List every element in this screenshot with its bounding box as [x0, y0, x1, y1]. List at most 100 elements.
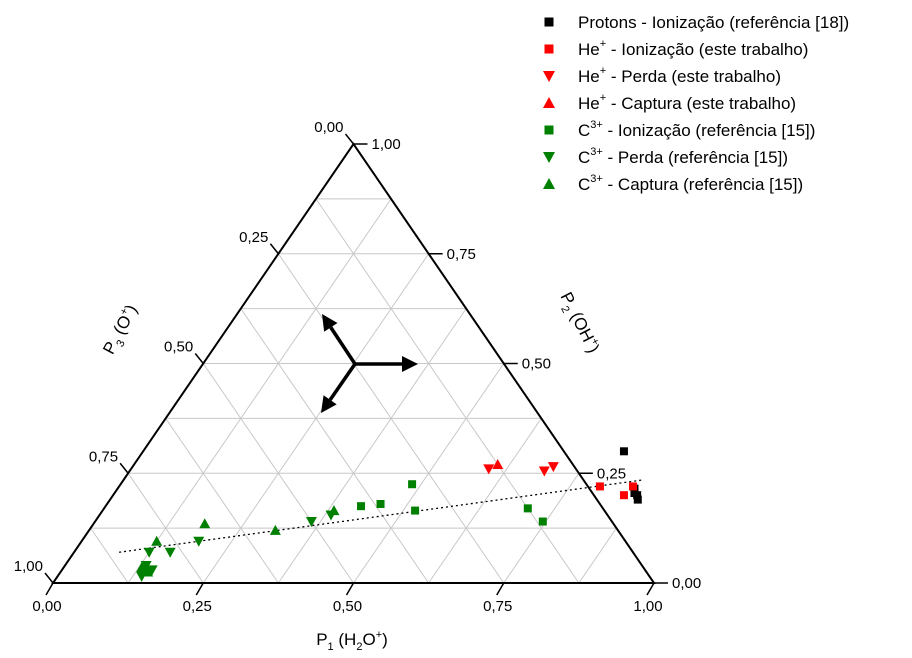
legend-entry: He+ - Captura (este trabalho)	[543, 92, 796, 113]
legend-label: He+ - Perda (este trabalho)	[578, 65, 781, 86]
data-point-s5-6	[305, 517, 317, 528]
data-point-s5-5	[193, 536, 205, 547]
tick-mark-p1	[646, 582, 655, 596]
legend-marker	[543, 178, 555, 189]
data-point-s6-4	[269, 524, 281, 535]
legend-marker	[544, 44, 554, 54]
axis-title-p2: P2 (OH+)	[553, 289, 604, 358]
svg-text:P3 (O+): P3 (O+)	[98, 301, 144, 359]
axis-title-p1: P1 (H2O+)	[316, 629, 388, 653]
legend-entry: He+ - Ionização (este trabalho)	[544, 38, 808, 59]
tick-mark-p3	[269, 243, 279, 255]
grid-line	[277, 308, 467, 584]
trend-line-layer	[119, 479, 644, 553]
data-point-s5-1	[140, 560, 152, 571]
tick-mark-p1	[496, 582, 505, 596]
data-point-s2-2	[547, 462, 559, 473]
data-point-s2-1	[538, 466, 550, 477]
tick-label-p1: 1,00	[633, 598, 662, 615]
tick-labels: 0,00 0,25 0,50 0,75 1,00 0,00 0,25 0,50 0,75 1,00…	[14, 119, 701, 615]
tick-mark-p3	[344, 133, 355, 145]
legend: Protons - Ionização (referência [18]) He+…	[543, 13, 849, 194]
tick-mark-p3	[194, 353, 204, 364]
grid-line	[240, 308, 430, 584]
data-point-s6-1	[142, 566, 154, 577]
tick-label-p1: 0,50	[333, 598, 362, 615]
tick-mark-p3	[119, 462, 129, 474]
tick-mark-p3	[44, 572, 54, 584]
grid-line	[127, 472, 204, 584]
grid-line	[127, 198, 392, 584]
legend-marker	[543, 152, 555, 163]
tick-label-p2: 0,25	[597, 465, 626, 482]
triangle-frame	[44, 133, 668, 596]
data-point-s4-5	[538, 517, 547, 526]
data-point-s5-3	[146, 565, 158, 576]
grid-line	[315, 198, 580, 584]
grid-line	[202, 363, 354, 584]
data-point-s4-1	[376, 499, 385, 508]
legend-marker	[544, 125, 554, 135]
data-point-s0-3	[633, 491, 642, 500]
axis-title-p3: P3 (O+)	[98, 301, 144, 359]
grid-line	[578, 527, 617, 584]
tick-label-p2: 0,50	[522, 356, 551, 373]
data-point-s5-4	[164, 547, 176, 558]
legend-label: C3+ - Captura (referência [15])	[578, 173, 803, 194]
legend-marker	[543, 97, 555, 108]
legend-label: Protons - Ionização (referência [18])	[578, 13, 849, 32]
data-point-s6-5	[328, 505, 340, 516]
legend-entry: C3+ - Ionização (referência [15])	[544, 119, 815, 140]
tick-label-p3: 0,00	[314, 119, 343, 136]
arrow-head-p2	[322, 314, 338, 332]
tick-label-p1: 0,25	[183, 598, 212, 615]
legend-label: He+ - Captura (este trabalho)	[578, 92, 796, 113]
data-point-s0-4	[633, 495, 642, 504]
data-points	[136, 447, 642, 582]
data-point-s0-0	[619, 447, 628, 456]
legend-label: C3+ - Ionização (referência [15])	[578, 119, 815, 140]
tick-label-p3: 1,00	[14, 558, 43, 575]
arrow-head-p3	[321, 395, 337, 413]
tick-label-p1: 0,00	[32, 598, 61, 615]
svg-text:P1 (H2O+): P1 (H2O+)	[316, 629, 388, 653]
tick-label-p2: 1,00	[372, 136, 401, 153]
direction-arrow-p2	[329, 326, 357, 365]
grid-line	[428, 418, 542, 584]
grid-line	[503, 472, 580, 584]
legend-marker	[544, 17, 554, 27]
data-point-s4-2	[408, 480, 417, 489]
tick-label-p3: 0,50	[164, 339, 193, 356]
legend-entry: He+ - Perda (este trabalho)	[543, 65, 781, 86]
tick-label-p3: 0,75	[89, 448, 118, 465]
data-point-s2-0	[483, 464, 495, 475]
grid-line	[165, 418, 279, 584]
grid-line	[90, 527, 129, 584]
tick-label-p1: 0,75	[483, 598, 512, 615]
grid-layer	[90, 198, 617, 584]
data-point-s4-0	[357, 502, 366, 511]
arrow-head-p1	[402, 356, 418, 372]
legend-entry: C3+ - Captura (referência [15])	[543, 173, 803, 194]
data-point-s6-3	[199, 518, 211, 529]
svg-text:P2 (OH+): P2 (OH+)	[553, 289, 604, 358]
legend-label: He+ - Ionização (este trabalho)	[578, 38, 808, 59]
direction-arrows	[321, 314, 418, 413]
tick-mark-p1	[345, 582, 355, 596]
data-point-s6-2	[151, 535, 163, 546]
legend-label: C3+ - Perda (referência [15])	[578, 146, 788, 167]
tick-mark-p1	[195, 582, 204, 596]
data-point-s4-3	[411, 506, 420, 515]
legend-entry: Protons - Ionização (referência [18])	[544, 13, 849, 32]
legend-entry: C3+ - Perda (referência [15])	[543, 146, 788, 167]
data-point-s1-1	[619, 491, 628, 500]
data-point-s6-0	[136, 562, 148, 573]
direction-arrow-p3	[328, 363, 357, 401]
tick-label-p2: 0,75	[447, 246, 476, 263]
trend-line	[119, 479, 644, 553]
data-point-s1-0	[595, 482, 604, 491]
tick-label-p3: 0,25	[239, 229, 268, 246]
tick-label-p2: 0,00	[672, 575, 701, 592]
data-point-s1-2	[628, 482, 637, 491]
